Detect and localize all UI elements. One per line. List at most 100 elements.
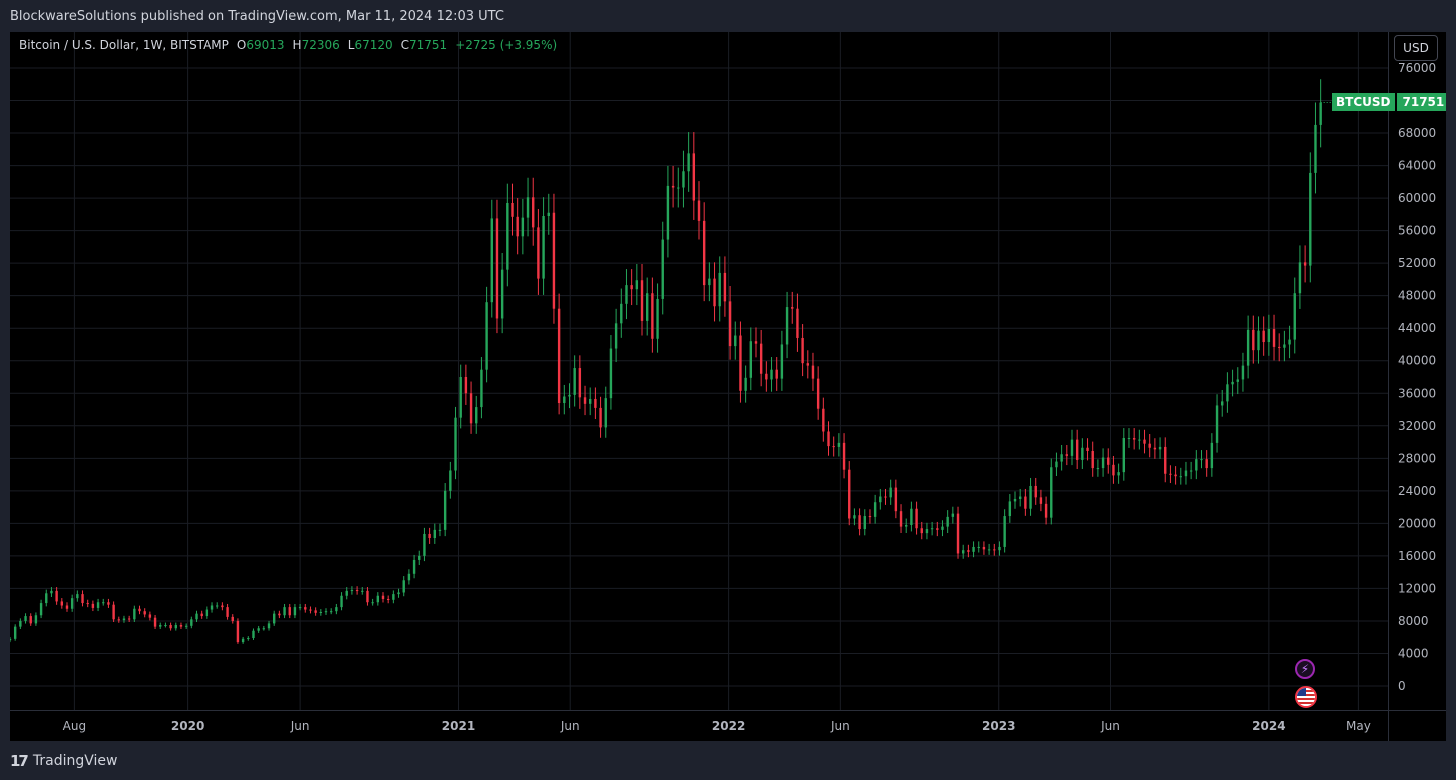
x-tick-label: Jun <box>560 719 580 733</box>
candle-body <box>1018 496 1022 499</box>
candle-body <box>1298 262 1302 294</box>
candle-body <box>397 592 400 595</box>
candle-body <box>13 626 17 639</box>
candle-body <box>1246 329 1250 366</box>
candle-body <box>464 377 468 394</box>
candle-body <box>1205 459 1208 469</box>
candle-body <box>195 613 198 620</box>
candle-body <box>1231 381 1234 385</box>
candle-body <box>604 398 607 428</box>
y-tick-label: 28000 <box>1398 451 1436 465</box>
candle-body <box>412 559 416 574</box>
change-value: +2725 (+3.95%) <box>455 38 558 52</box>
candle-body <box>630 285 633 290</box>
candle-body <box>656 298 659 339</box>
candle-body <box>1267 329 1271 343</box>
candle-body <box>1179 476 1182 478</box>
candle-body <box>1148 443 1151 448</box>
candle-body <box>469 393 473 424</box>
candle-body <box>1293 293 1296 340</box>
candle-body <box>70 598 74 609</box>
candle-body <box>65 605 69 609</box>
y-tick-label: 36000 <box>1398 386 1436 400</box>
candle-body <box>801 337 804 364</box>
candle-body <box>490 218 493 303</box>
candle-body <box>1122 437 1125 473</box>
candle-body <box>81 594 84 604</box>
candle-body <box>1029 485 1032 509</box>
candle-body <box>506 202 509 270</box>
candle-body <box>1081 447 1084 460</box>
candle-body <box>1314 124 1317 173</box>
candle-body <box>143 611 146 615</box>
us-flag-event-icon[interactable] <box>1295 686 1317 708</box>
lightning-event-icon[interactable]: ⚡ <box>1295 659 1315 679</box>
x-tick-label: Jun <box>1100 719 1120 733</box>
candle-body <box>298 607 302 609</box>
candle-body <box>112 604 115 620</box>
candle-body <box>1158 446 1162 450</box>
candle-body <box>459 377 462 418</box>
y-tick-label: 8000 <box>1398 614 1429 628</box>
candle-body <box>438 529 442 531</box>
candle-body <box>153 617 157 627</box>
candle-body <box>677 187 680 189</box>
y-tick-label: 68000 <box>1398 126 1436 140</box>
close-label: C <box>400 38 410 52</box>
candle-body <box>972 546 975 552</box>
tradingview-logo-icon[interactable]: 17 <box>10 751 29 770</box>
candle-body <box>962 550 965 554</box>
x-tick-label: May <box>1346 719 1371 733</box>
candle-body <box>1091 450 1094 469</box>
candle-body <box>749 341 753 378</box>
candle-body <box>288 607 291 616</box>
candle-body <box>1034 485 1037 498</box>
candle-body <box>1117 472 1120 476</box>
candle-body <box>645 293 649 321</box>
candle-body <box>257 628 260 631</box>
candle-body <box>454 417 457 471</box>
candle-body <box>1252 329 1255 351</box>
candle-body <box>770 369 773 380</box>
candle-body <box>651 293 654 339</box>
candle-body <box>614 323 618 349</box>
candle-body <box>107 602 110 605</box>
candle-body <box>402 580 405 593</box>
y-tick-label: 60000 <box>1398 191 1436 205</box>
candle-body <box>951 513 955 517</box>
candle-body <box>780 344 784 379</box>
candle-body <box>423 533 426 556</box>
candle-body <box>1241 365 1245 380</box>
candle-body <box>407 573 411 581</box>
candle-body <box>371 602 374 604</box>
footer-brand[interactable]: TradingView <box>32 752 118 769</box>
candle-body <box>666 185 670 240</box>
candle-body <box>754 341 758 344</box>
candle-body <box>1184 470 1188 477</box>
candle-body <box>1189 470 1193 472</box>
candle-body <box>1200 459 1203 461</box>
x-tick-label: 2020 <box>171 719 204 733</box>
currency-button[interactable]: USD <box>1394 35 1438 61</box>
candle-body <box>956 513 960 554</box>
x-tick-label: 2021 <box>442 719 475 733</box>
candle-body <box>542 215 545 279</box>
candle-body <box>640 280 644 321</box>
candle-body <box>262 628 266 630</box>
price-chart-svg[interactable]: 0 4000 8000 12000 16000 20000 24000 28000 32000 3… <box>10 32 1446 741</box>
candle-body <box>578 368 582 398</box>
candle-body <box>1003 516 1006 547</box>
candle-body <box>60 601 64 606</box>
candle-body <box>475 407 478 424</box>
candle-body <box>1024 496 1027 509</box>
candle-body <box>873 502 877 517</box>
footer-bar: 17 TradingView <box>0 741 1456 780</box>
y-tick-label: 12000 <box>1398 581 1436 595</box>
candle-body <box>1127 437 1131 439</box>
y-tick-label: 44000 <box>1398 321 1436 335</box>
candle-body <box>340 595 343 608</box>
chart-area[interactable]: 0 4000 8000 12000 16000 20000 24000 28000 32000 3… <box>10 32 1446 741</box>
candle-body <box>485 302 488 370</box>
low-label: L <box>347 38 355 52</box>
candle-body <box>853 515 856 519</box>
